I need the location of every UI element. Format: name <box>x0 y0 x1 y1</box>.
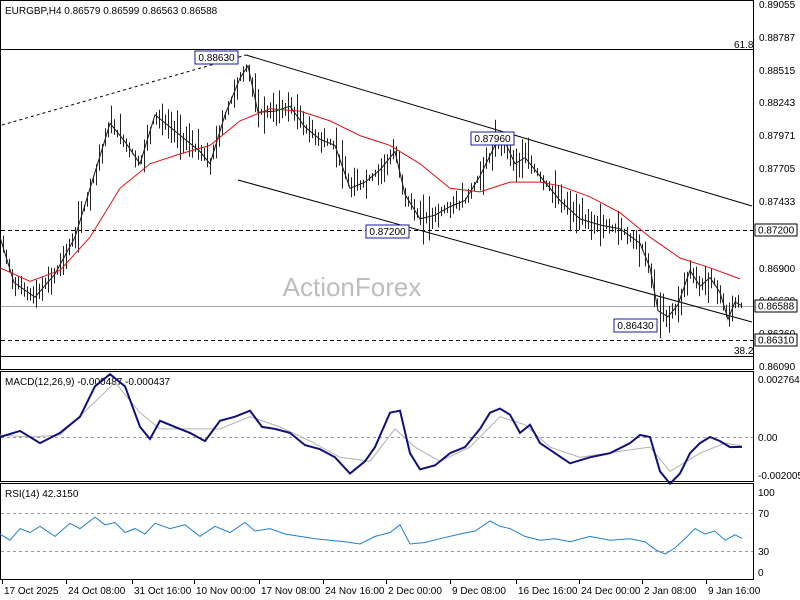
time-tick-label: 24 Oct 08:00 <box>68 586 126 597</box>
price-tick-label: 0.87705 <box>759 164 796 175</box>
macd-tick-bottom: -0.002005 <box>758 471 800 482</box>
price-tick-label: 0.87433 <box>759 197 796 208</box>
axis-label-86310-text: 0.86310 <box>758 336 795 347</box>
annotation-86430: 0.86430 <box>613 318 658 333</box>
annotation-87960: 0.87960 <box>470 131 515 146</box>
macd-signal-line <box>0 381 743 473</box>
annotation-87200-text: 0.87200 <box>369 227 406 238</box>
macd-tick-zero: 0.00 <box>758 433 778 444</box>
time-tick-label: 2 Jan 08:00 <box>644 586 697 597</box>
time-tick-label: 2 Dec 00:00 <box>388 586 442 597</box>
time-tick-label: 24 Dec 00:00 <box>581 586 641 597</box>
annotation-87960-text: 0.87960 <box>474 134 511 145</box>
price-tick-label: 0.86900 <box>759 264 796 275</box>
annotation-88630-text: 0.88630 <box>198 53 235 64</box>
time-axis: 17 Oct 2025 24 Oct 08:00 31 Oct 16:00 10 No… <box>2 580 761 597</box>
annotation-86430-text: 0.86430 <box>617 321 654 332</box>
macd-title: MACD(12,26,9) -0.000487 -0.000437 <box>5 377 171 388</box>
rsi-line <box>0 516 743 555</box>
price-tick-label: 0.88787 <box>759 33 796 44</box>
time-tick-label: 9 Dec 08:00 <box>452 586 506 597</box>
time-tick-label: 16 Dec 16:00 <box>518 586 578 597</box>
axis-label-86310: 0.86310 <box>754 333 798 347</box>
macd-tick-top: 0.002764 <box>758 375 800 386</box>
annotation-88630: 0.88630 <box>194 50 239 65</box>
time-tick-label: 10 Nov 00:00 <box>196 586 256 597</box>
fibonacci-618-label: 61.8 <box>734 40 754 51</box>
rsi-title: RSI(14) 42.3150 <box>5 489 79 500</box>
moving-average-line <box>0 108 741 282</box>
current-price-label: 0.86588 <box>754 299 798 313</box>
axis-label-87200: 0.87200 <box>754 223 798 237</box>
time-tick-label: 17 Oct 2025 <box>4 586 59 597</box>
price-axis: 0.89055 0.88787 0.88515 0.88243 0.87971 0.877… <box>759 0 796 373</box>
price-panel-frame <box>0 0 754 370</box>
price-tick-label: 0.86090 <box>759 362 796 373</box>
price-tick-label: 0.88515 <box>759 66 796 77</box>
fibonacci-382-label: 38.2 <box>734 346 754 357</box>
time-tick-label: 31 Oct 16:00 <box>134 586 192 597</box>
annotation-87200: 0.87200 <box>365 224 410 239</box>
price-tick-label: 0.88243 <box>759 98 796 109</box>
rsi-panel-frame <box>0 483 754 580</box>
rsi-tick-70: 70 <box>758 509 770 520</box>
channel-lower-line <box>237 179 753 323</box>
dotted-trendline <box>1 54 247 126</box>
price-tick-label: 0.87971 <box>759 131 796 142</box>
time-tick-label: 24 Nov 16:00 <box>325 586 385 597</box>
price-bars <box>3 64 742 339</box>
time-tick-label: 17 Nov 08:00 <box>261 586 321 597</box>
price-tick-label: 0.89055 <box>759 0 796 11</box>
channel-upper-line <box>245 54 753 207</box>
current-price-label-text: 0.86588 <box>758 302 795 313</box>
macd-panel-frame <box>0 371 754 482</box>
rsi-tick-0: 0 <box>758 568 764 579</box>
time-tick-label: 9 Jan 16:00 <box>708 586 761 597</box>
watermark: ActionForex <box>283 272 422 302</box>
axis-label-87200-text: 0.87200 <box>758 226 795 237</box>
chart-header: EURGBP,H4 0.86579 0.86599 0.86563 0.8658… <box>5 6 218 17</box>
rsi-tick-30: 30 <box>758 547 770 558</box>
rsi-tick-100: 100 <box>758 488 775 499</box>
macd-main-line <box>0 372 743 486</box>
